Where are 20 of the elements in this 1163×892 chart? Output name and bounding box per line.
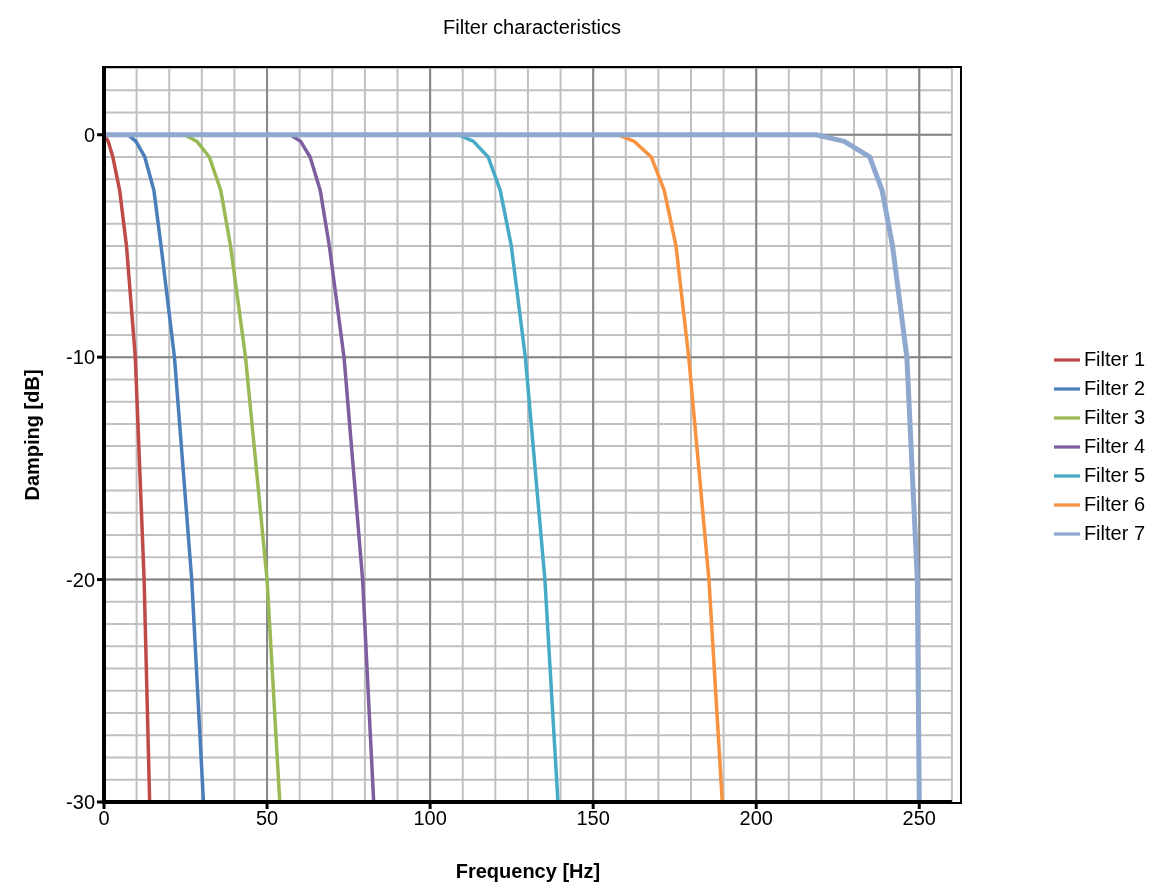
x-tick-label: 250 xyxy=(902,807,936,830)
y-tick-label: -10 xyxy=(66,346,95,369)
y-tick-label: -20 xyxy=(66,568,95,591)
legend-label: Filter 5 xyxy=(1083,463,1145,486)
x-tick-label: 0 xyxy=(98,807,110,830)
legend-label: Filter 4 xyxy=(1083,434,1145,457)
legend-label: Filter 3 xyxy=(1083,405,1145,428)
chart-title: Filter characteristics xyxy=(442,16,622,39)
x-tick-label: 100 xyxy=(413,807,447,830)
x-tick-label: 150 xyxy=(576,807,610,830)
x-tick-label: 200 xyxy=(739,807,773,830)
x-axis-title: Frequency [Hz] xyxy=(455,860,601,882)
y-axis-title: Damping [dB] xyxy=(21,369,44,501)
legend-label: Filter 2 xyxy=(1083,376,1145,399)
y-tick-label: 0 xyxy=(83,123,95,146)
legend-label: Filter 6 xyxy=(1083,492,1145,515)
legend-label: Filter 7 xyxy=(1083,521,1145,544)
x-tick-label: 50 xyxy=(255,807,279,830)
legend-label: Filter 1 xyxy=(1083,347,1145,370)
y-tick-label: -30 xyxy=(66,791,95,814)
